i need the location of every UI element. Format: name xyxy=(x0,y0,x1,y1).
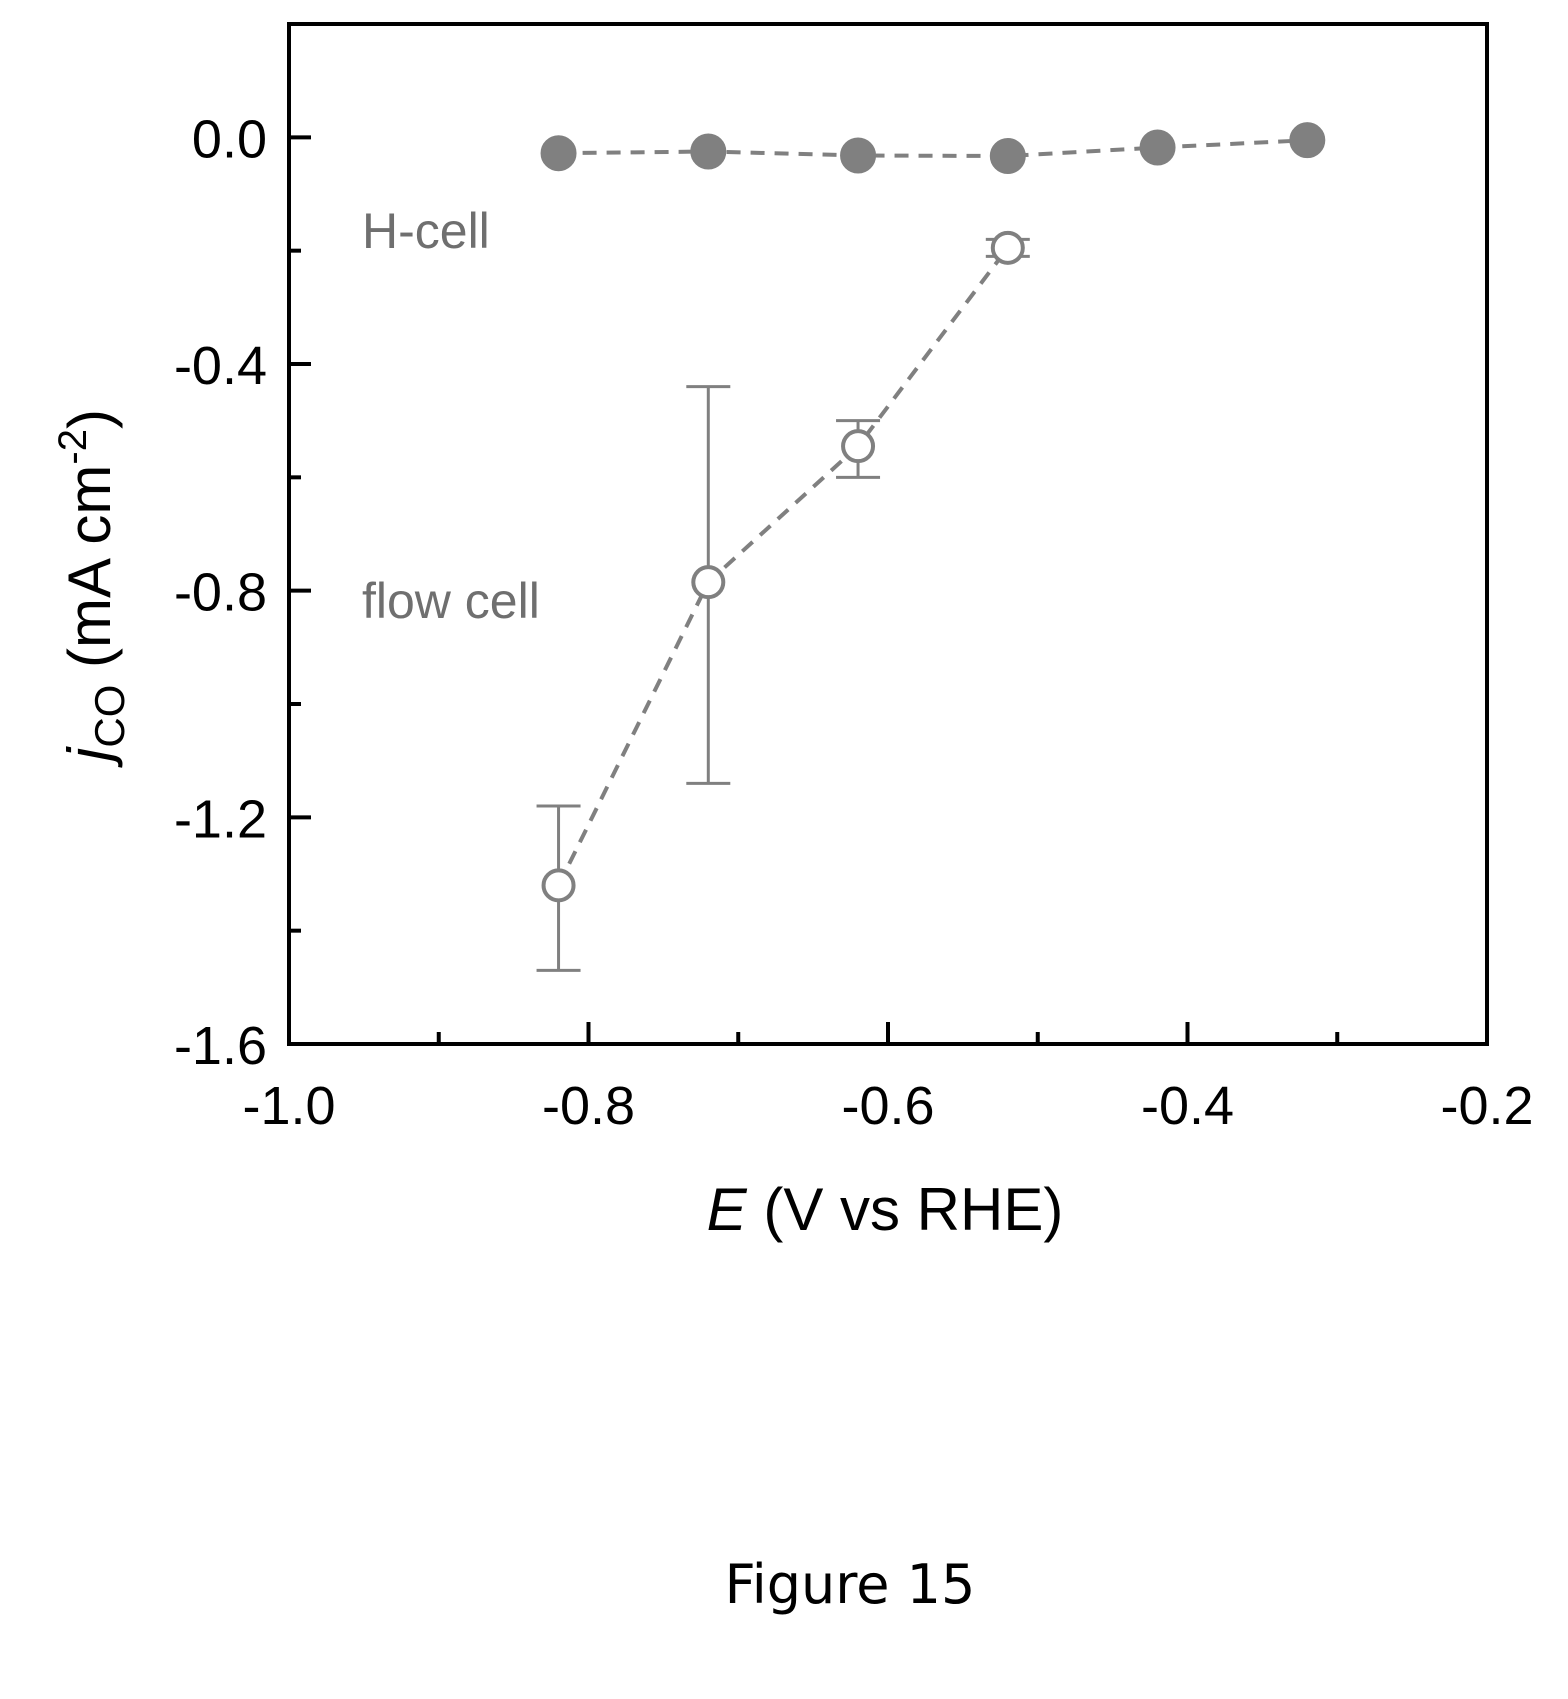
data-point-h-cell xyxy=(1139,129,1176,166)
data-point-h-cell xyxy=(989,138,1026,175)
series-line-h-cell xyxy=(558,138,1308,159)
y-axis-title: jCO (mA cm-2) xyxy=(51,409,133,768)
series-line-flow-cell xyxy=(556,246,1010,887)
x-tick-label: -0.2 xyxy=(1440,1076,1533,1136)
y-tick-label: -0.4 xyxy=(174,336,267,396)
figure-caption: Figure 15 xyxy=(725,1553,976,1616)
data-point-h-cell xyxy=(690,133,727,170)
data-point-h-cell xyxy=(840,137,877,174)
y-tick-label: 0.0 xyxy=(192,109,267,169)
x-axis-title: E (V vs RHE) xyxy=(707,1176,1064,1243)
x-tick-label: -0.4 xyxy=(1141,1076,1234,1136)
data-point-flow-cell xyxy=(841,429,876,464)
plot-frame xyxy=(287,22,1489,1046)
data-point-flow-cell xyxy=(990,230,1025,265)
x-tick-label: -0.6 xyxy=(841,1076,934,1136)
plot-area xyxy=(536,122,1326,972)
x-tick-label: -1.0 xyxy=(242,1076,335,1136)
data-point-flow-cell xyxy=(691,565,726,600)
data-point-h-cell xyxy=(1289,122,1326,159)
y-tick-label: -0.8 xyxy=(174,563,267,623)
axes: -1.0 -0.8 -0.6 -0.4 -0.2 0.0 -0.4 -0.8 -1.2 -1.6 xyxy=(174,22,1534,1136)
data-point-h-cell xyxy=(540,135,577,172)
data-point-flow-cell xyxy=(541,868,576,903)
series-label-flow-cell: flow cell xyxy=(362,573,540,629)
y-tick-label: -1.2 xyxy=(174,789,267,849)
y-tick-label: -1.6 xyxy=(174,1016,267,1076)
x-tick-label: -0.8 xyxy=(542,1076,635,1136)
series-label-h-cell: H-cell xyxy=(362,203,490,259)
